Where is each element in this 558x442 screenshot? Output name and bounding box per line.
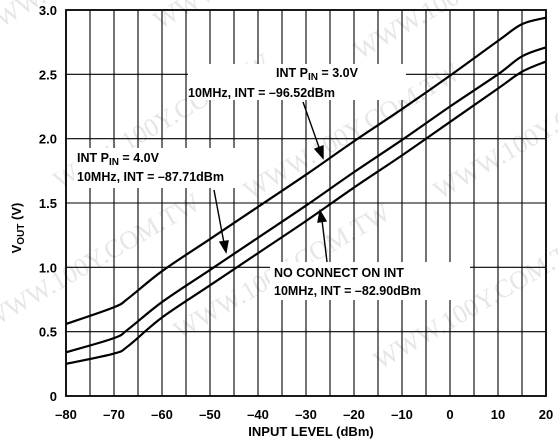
x-axis-label: INPUT LEVEL (dBm) — [248, 424, 373, 439]
x-tick-label: –40 — [247, 407, 269, 422]
series-line-2 — [65, 46, 547, 354]
annotation-int-pin-3v: INT PIN = 3.0V 10MHz, INT = –96.52dBm — [188, 64, 406, 100]
x-tick-label: –70 — [103, 407, 125, 422]
y-axis-label: VOUT (V) — [9, 203, 27, 254]
y-tick-label: 3.0 — [39, 3, 57, 18]
annotation-3-line2: 10MHz, INT = –82.90dBm — [274, 284, 421, 298]
x-tick-labels: –80 –70 –60 –50 –40 –30 –20 –10 0 10 20 — [55, 407, 553, 422]
series-line-3 — [65, 60, 547, 365]
y-tick-label: 2.5 — [39, 67, 57, 82]
annotation-3-line1: NO CONNECT ON INT — [274, 266, 404, 280]
y-tick-label: 1.5 — [39, 196, 57, 211]
x-tick-label: –10 — [391, 407, 413, 422]
y-tick-label: 0.5 — [39, 325, 57, 340]
grid — [65, 10, 547, 396]
series-line-1 — [65, 16, 547, 325]
annotation-1-line2: 10MHz, INT = –96.52dBm — [188, 86, 335, 100]
x-tick-label: –80 — [55, 407, 77, 422]
y-tick-labels: 0 0.5 1.0 1.5 2.0 2.5 3.0 — [39, 3, 57, 404]
x-tick-label: 20 — [539, 407, 553, 422]
annotation-arrows — [213, 101, 328, 263]
watermark-text: WWW.100Y.COM.TW — [369, 227, 558, 375]
annotation-no-connect: NO CONNECT ON INT 10MHz, INT = –82.90dBm — [270, 262, 470, 300]
x-tick-label: –50 — [199, 407, 221, 422]
y-tick-label: 2.0 — [39, 132, 57, 147]
x-tick-label: 10 — [491, 407, 505, 422]
x-tick-label: –20 — [343, 407, 365, 422]
annotation-2-line1: INT PIN = 4.0V — [77, 151, 160, 168]
x-tick-label: –30 — [295, 407, 317, 422]
plot-frame — [65, 9, 547, 397]
y-tick-label: 0 — [50, 389, 57, 404]
y-axis-label-main: V — [9, 244, 24, 253]
y-tick-label: 1.0 — [39, 260, 57, 275]
series-layer — [65, 16, 547, 365]
watermark-text: WWW.100Y.COM.TW — [149, 0, 376, 35]
y-axis-label-sub: OUT — [16, 224, 27, 245]
x-tick-label: 0 — [446, 407, 453, 422]
annotation-1-line1: INT PIN = 3.0V — [276, 66, 359, 83]
annotation-2-line2: 10MHz, INT = –87.71dBm — [77, 170, 224, 184]
x-tick-label: –60 — [151, 407, 173, 422]
annotation-int-pin-4v: INT PIN = 4.0V 10MHz, INT = –87.71dBm — [74, 148, 236, 188]
y-axis-label-tail: (V) — [9, 203, 24, 224]
